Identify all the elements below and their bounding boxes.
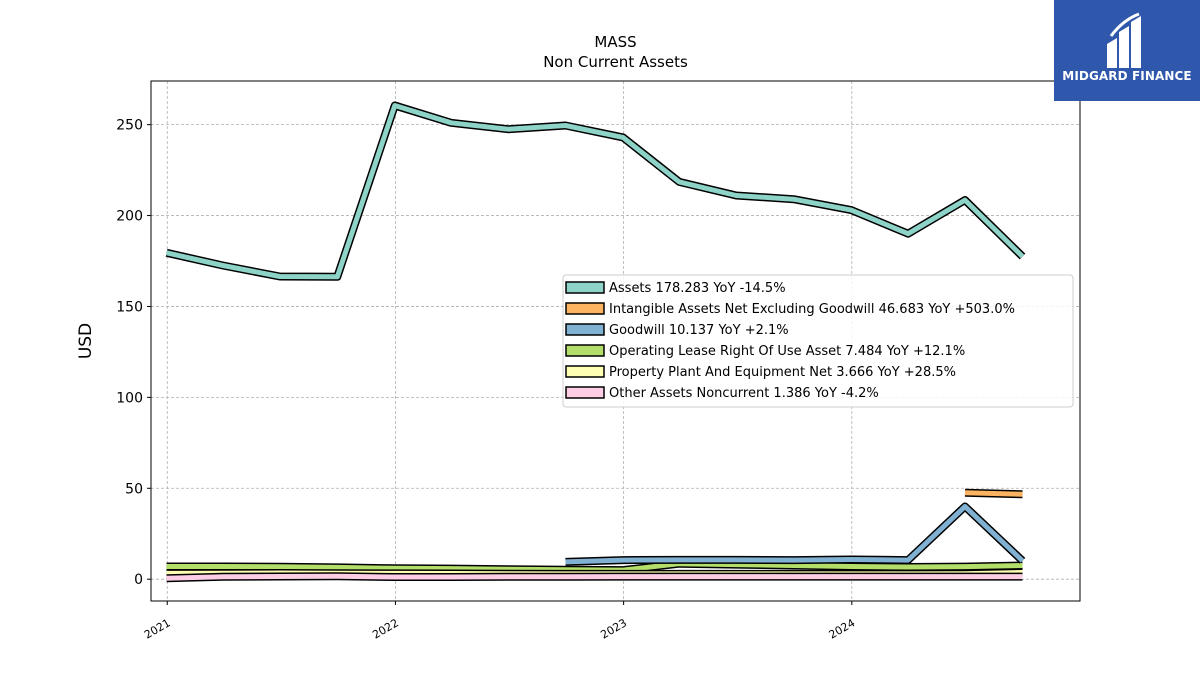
legend-label: Other Assets Noncurrent 1.386 YoY -4.2% [609,386,879,401]
legend-label: Goodwill 10.137 YoY +2.1% [609,323,789,338]
y-tick-label: 150 [116,299,143,315]
legend-label: Assets 178.283 YoY -14.5% [609,281,786,296]
chart-title: MASS [594,33,636,51]
brand-name: MIDGARD FINANCE [1062,69,1192,83]
logo-mark-icon [1107,12,1141,68]
chart-subtitle: Non Current Assets [543,53,688,71]
legend-swatch [565,302,605,315]
legend-swatch [565,323,605,336]
legend-label: Property Plant And Equipment Net 3.666 Y… [609,365,956,380]
legend-swatch [565,386,605,399]
y-tick-label: 0 [134,572,143,588]
legend-swatch [565,281,605,294]
x-tick-label: 2021 [142,616,173,641]
legend: Assets 178.283 YoY -14.5% Intangible Asse… [562,274,1074,408]
y-tick-label: 100 [116,390,143,406]
series-goodwill [565,502,1026,566]
x-tick-label: 2023 [598,616,629,641]
x-tick-label: 2024 [827,616,858,641]
series-intangible-assets-net-excluding-goodwill [964,488,1023,499]
series-line [166,573,1023,581]
series-assets [165,101,1026,281]
brand-logo: MIDGARD FINANCE [1054,0,1200,101]
plot-frame [150,80,1081,602]
y-tick-label: 50 [125,481,143,497]
legend-box [562,274,1074,408]
series-line [964,490,1023,497]
series-line [565,504,1025,565]
legend-label: Operating Lease Right Of Use Asset 7.484… [609,344,965,359]
series-line [166,103,1025,280]
y-tick-label: 200 [116,209,143,225]
x-tick-label: 2022 [370,616,401,641]
y-tick-label: 250 [116,118,143,134]
legend-label: Intangible Assets Net Excluding Goodwill… [609,302,1015,317]
y-axis-label: USD [76,323,96,359]
legend-swatch [565,344,605,357]
series-other-assets-noncurrent [166,572,1023,583]
legend-swatch [565,365,605,378]
